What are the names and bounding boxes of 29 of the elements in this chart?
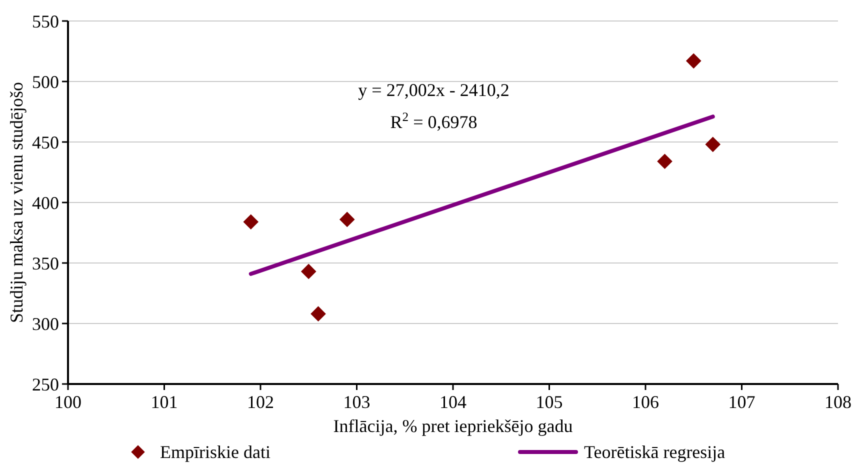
y-tick-label: 300 xyxy=(32,314,59,334)
x-tick-label: 100 xyxy=(54,392,82,412)
x-tick-label: 105 xyxy=(536,392,563,412)
y-tick-label: 450 xyxy=(32,132,59,152)
x-tick-label: 107 xyxy=(728,392,756,412)
point xyxy=(686,53,702,69)
y-tick-label: 500 xyxy=(32,72,59,92)
y-tick-label: 350 xyxy=(32,253,59,274)
x-tick-label: 102 xyxy=(247,392,274,412)
y-tick-label: 250 xyxy=(32,374,59,394)
x-tick-label: 101 xyxy=(150,392,178,412)
point xyxy=(300,264,316,280)
point xyxy=(705,136,721,152)
annotation: R$^{2}$ = 0,6978 xyxy=(390,110,478,132)
y-axis-title: Studiju maksa uz vienu studējošo xyxy=(6,82,26,323)
x-tick-label: 104 xyxy=(440,392,466,412)
y-tick-label: 550 xyxy=(32,11,59,32)
point xyxy=(310,306,326,322)
point xyxy=(657,154,672,170)
x-tick-label: 106 xyxy=(632,392,659,412)
x-axis-title: Inflācija, % pret iepriekšējo gadu xyxy=(333,416,573,436)
x-tick-label: 108 xyxy=(824,392,852,412)
point xyxy=(243,214,259,230)
legend-label: Teorētiskā regresija xyxy=(584,442,726,462)
annotation: y = 27,002x - 2410,2 xyxy=(358,80,510,100)
legend-label: Empīriskie dati xyxy=(160,442,270,462)
point xyxy=(339,212,355,228)
x-tick-label: 103 xyxy=(343,392,370,412)
y-tick-label: 400 xyxy=(32,192,59,213)
